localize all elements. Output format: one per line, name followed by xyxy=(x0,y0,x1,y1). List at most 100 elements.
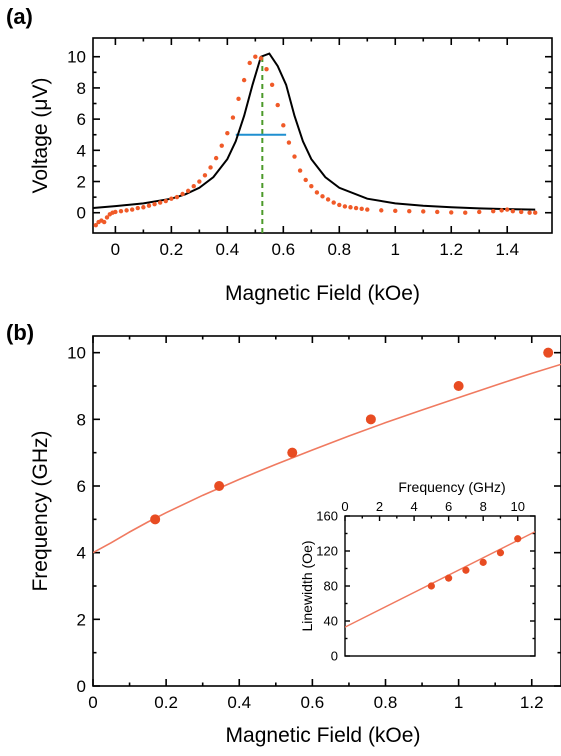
panel-a-data-point xyxy=(449,210,454,215)
panel-a-label: (a) xyxy=(6,4,33,29)
panel-b-ylabel: Frequency (GHz) xyxy=(29,430,52,591)
panel-a-ytick-label: 4 xyxy=(77,141,86,160)
inset-data-point xyxy=(479,558,487,566)
panel-b-data-point xyxy=(287,447,298,458)
panel-a-data-point xyxy=(104,215,110,220)
panel-b-xtick-label: 0.4 xyxy=(227,693,251,712)
inset-ytick-label: 80 xyxy=(324,579,338,594)
panel-a-data-point xyxy=(331,200,336,205)
panel-a-ytick-label: 8 xyxy=(77,79,86,98)
panel-a-data-point xyxy=(533,210,538,215)
panel-a-data-point xyxy=(510,208,516,214)
panel-a-data-point xyxy=(314,190,320,195)
panel-a-ytick-label: 0 xyxy=(77,204,86,223)
panel-b-data-point xyxy=(543,347,554,358)
panel-b-ytick-label: 6 xyxy=(77,477,86,496)
panel-a-xtick-label: 0.8 xyxy=(327,240,351,259)
panel-a-ytick-label: 10 xyxy=(67,48,86,67)
panel-a-data-point xyxy=(253,54,258,59)
panel-a-plot-area xyxy=(93,52,538,233)
inset-plot-area xyxy=(345,531,535,628)
panel-a-data-point xyxy=(407,208,412,214)
panel-b-ytick-label: 0 xyxy=(77,677,86,696)
panel-a-ytick-label: 2 xyxy=(77,173,86,192)
panel-a-data-point xyxy=(264,67,269,72)
panel-a-data-point xyxy=(163,198,168,204)
panel-b-axes: 0 0.2 0.4 0.6 0.8 1 1.2 0 2 4 6 8 10 xyxy=(67,335,561,712)
panel-a-data-point xyxy=(118,208,124,214)
panel-a-xlabel: Magnetic Field (kOe) xyxy=(225,282,420,305)
panel-b-xtick-label: 0.6 xyxy=(301,693,325,712)
panel-a-data-point xyxy=(353,205,359,211)
inset-xtick-label: 10 xyxy=(510,499,524,514)
panel-a-data-point xyxy=(141,205,146,210)
panel-a-xtick-label: 0.6 xyxy=(271,240,295,259)
panel-a-xtick-label: 1 xyxy=(391,240,400,259)
panel-a-data-point xyxy=(258,56,264,61)
inset-ylabel: Linewidth (Oe) xyxy=(299,540,315,631)
panel-a-fit-line xyxy=(93,52,536,211)
panel-b-xtick-label: 0.8 xyxy=(374,693,398,712)
inset-data-point xyxy=(427,582,435,590)
panel-a-data-point xyxy=(174,194,180,200)
panel-a-data-point xyxy=(241,77,247,83)
inset-background xyxy=(345,516,535,656)
panel-a-data-point xyxy=(124,208,129,213)
panel-a-data-point xyxy=(325,197,331,202)
panel-b-data-point xyxy=(214,481,225,491)
panel-b-xtick-label: 0.2 xyxy=(154,693,178,712)
inset-ytick-label: 0 xyxy=(331,649,338,664)
panel-a-data-point xyxy=(191,184,196,189)
panel-b-xlabel: Magnetic Field (kOe) xyxy=(226,724,421,747)
panel-a-data-point xyxy=(292,154,297,159)
inset-xtick-label: 2 xyxy=(376,499,383,514)
panel-a-data-point xyxy=(342,204,348,209)
panel-a-data-point xyxy=(202,173,208,178)
inset-data-point xyxy=(445,574,453,582)
panel-b-ytick-label: 8 xyxy=(77,410,86,429)
panel-a-data-point xyxy=(101,219,107,225)
panel-a-data-point xyxy=(348,205,353,210)
panel-a-data-point xyxy=(435,209,440,215)
panel-a-data-point xyxy=(379,208,384,213)
panel-a-xtick-label: 0.2 xyxy=(160,240,184,259)
panel-a-data-point xyxy=(421,209,426,214)
panel-a-xtick-label: 1.2 xyxy=(439,240,463,259)
inset-xtick-label: 0 xyxy=(341,499,348,514)
panel-a-data-point xyxy=(213,155,219,161)
inset-data-point xyxy=(496,549,505,557)
panel-a-data-point xyxy=(113,209,118,215)
panel-a-data-point xyxy=(359,206,364,212)
panel-b-frame xyxy=(92,335,561,687)
panel-b-xtick-label: 0 xyxy=(88,693,97,712)
panel-b-xtick-label: 1 xyxy=(454,693,463,712)
panel-b-ytick-label: 4 xyxy=(77,544,86,563)
panel-a-axes: 0 0.2 0.4 0.6 0.8 1 1.2 1.4 0 2 4 6 8 10 xyxy=(67,37,553,259)
panel-a-data-point xyxy=(219,143,224,148)
panel-a-data-point xyxy=(93,223,98,228)
panel-a-data-point xyxy=(197,179,202,184)
panel-b-data-point xyxy=(150,514,161,525)
panel-b-plot-area xyxy=(93,347,561,554)
panel-a-data-point xyxy=(281,123,286,128)
panel-a-data-point xyxy=(499,208,504,213)
panel-a-data-point xyxy=(303,177,308,183)
panel-a-data-point xyxy=(365,207,370,212)
inset-xlabel: Frequency (GHz) xyxy=(398,479,505,495)
panel-a-data-point xyxy=(320,194,325,199)
panel-a-data-point xyxy=(225,130,230,136)
panel-a-xtick-label: 1.4 xyxy=(495,240,519,259)
inset-xtick-label: 8 xyxy=(480,499,487,514)
panel-a-data-point xyxy=(169,196,174,201)
panel-a-ylabel: Voltage (μV) xyxy=(29,78,52,194)
panel-a-data-point xyxy=(275,102,280,108)
inset-axes: 0 2 4 6 8 10 0 40 80 120 160 xyxy=(316,499,536,664)
panel-a-data-point xyxy=(491,208,496,214)
panel-a-data-point xyxy=(157,200,163,205)
panel-a-data-point xyxy=(208,165,213,170)
panel-a-data-point xyxy=(527,210,532,215)
inset-ytick-label: 40 xyxy=(324,614,338,629)
inset-data-point xyxy=(462,566,470,574)
inset-data-point xyxy=(514,535,522,543)
